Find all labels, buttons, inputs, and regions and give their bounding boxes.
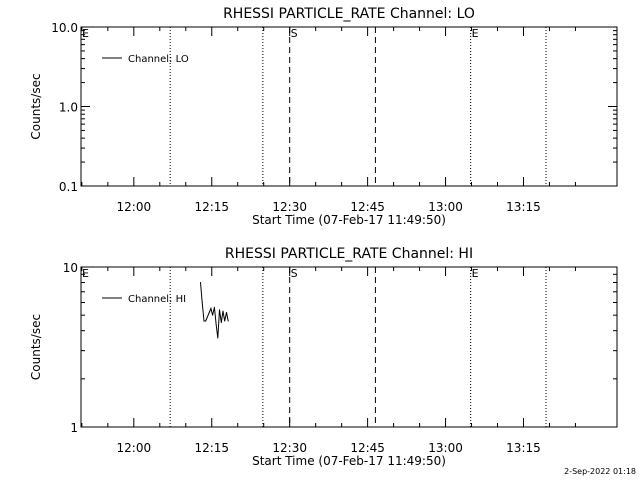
footer-timestamp: 2-Sep-2022 01:18: [564, 467, 636, 476]
data-point: [219, 309, 221, 311]
data-point: [213, 306, 215, 308]
y-tick-label: 10: [63, 261, 78, 275]
legend-label: Channel: LO: [128, 54, 189, 65]
annotation-label: S: [291, 267, 298, 280]
annotation-label: E: [82, 267, 89, 280]
x-tick-label: 12:00: [117, 441, 152, 455]
x-tick-label: 12:45: [350, 441, 385, 455]
plot-frame: [80, 26, 618, 187]
x-tick-label: 12:30: [272, 200, 307, 214]
data-point: [205, 320, 207, 322]
data-point: [201, 301, 203, 303]
x-axis-label: Start Time (07-Feb-17 11:49:50): [252, 213, 446, 227]
chart-title: RHESSI PARTICLE_RATE Channel: HI: [225, 246, 473, 262]
y-tick-label: 1: [70, 421, 78, 435]
x-tick-label: 12:15: [194, 200, 229, 214]
x-tick-label: 12:30: [272, 441, 307, 455]
x-tick-label: 13:15: [506, 441, 541, 455]
x-axis-label: Start Time (07-Feb-17 11:49:50): [252, 454, 446, 468]
data-point: [215, 323, 217, 325]
x-tick-label: 12:45: [350, 200, 385, 214]
annotation-label: S: [291, 27, 298, 40]
series-line: [200, 282, 229, 339]
data-point: [199, 282, 201, 284]
y-axis-label: Counts/sec: [29, 73, 43, 139]
data-point: [210, 308, 212, 310]
data-point: [217, 337, 219, 339]
x-tick-label: 12:00: [117, 200, 152, 214]
y-tick-label: 10.0: [51, 21, 78, 35]
data-point: [212, 314, 214, 316]
y-tick-label: 0.1: [59, 180, 78, 194]
x-tick-label: 12:15: [194, 441, 229, 455]
y-tick-label: 1.0: [59, 101, 78, 115]
x-tick-label: 13:00: [428, 200, 463, 214]
plot-frame: [80, 266, 618, 428]
annotation-label: E: [472, 267, 479, 280]
data-point: [225, 311, 227, 313]
data-point: [224, 320, 226, 322]
chart-title: RHESSI PARTICLE_RATE Channel: LO: [223, 6, 475, 22]
x-tick-label: 13:15: [506, 200, 541, 214]
data-point: [227, 320, 229, 322]
data-point: [220, 321, 222, 323]
legend-label: Channel: HI: [128, 294, 186, 305]
data-point: [203, 320, 205, 322]
annotation-label: E: [472, 27, 479, 40]
annotation-label: E: [82, 27, 89, 40]
data-point: [222, 310, 224, 312]
x-tick-label: 13:00: [428, 441, 463, 455]
y-axis-label: Counts/sec: [29, 314, 43, 380]
